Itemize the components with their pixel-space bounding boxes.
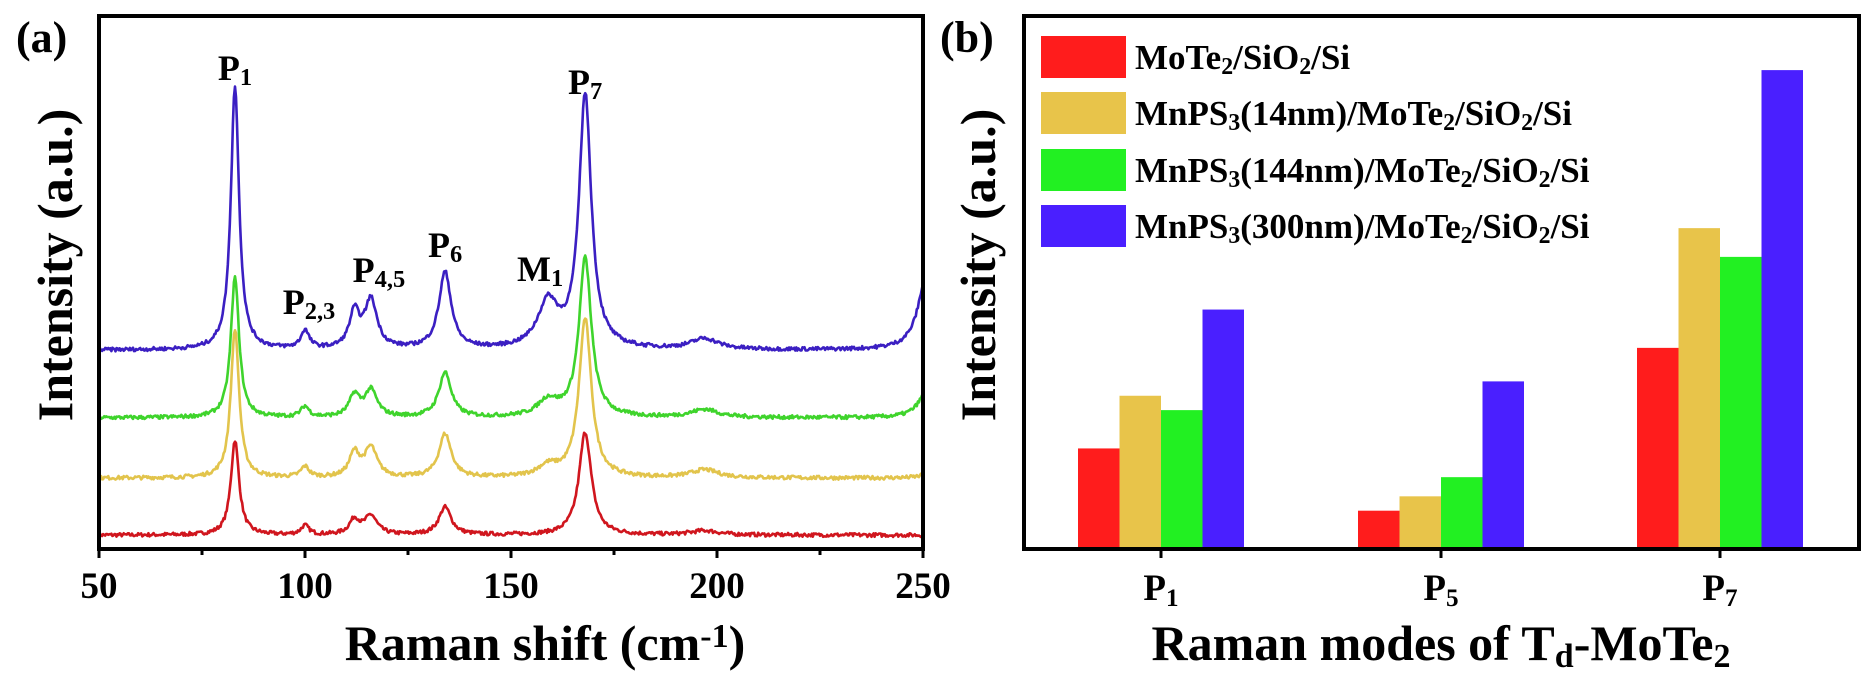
bar-3-3 <box>1720 256 1762 549</box>
panel-a: (a) 50 100 150 200 250 P1 P2,3 P4,5 P6 M1 P7 Rama… <box>16 13 951 671</box>
spectrum-line-1 <box>97 431 925 539</box>
bar-1-1 <box>1078 448 1120 549</box>
y-axis-label: Intensity (a.u.) <box>27 109 83 422</box>
legend-label: MoTe2/SiO2/Si <box>1135 38 1350 80</box>
panel-a-axes-frame <box>97 14 925 551</box>
bars-group <box>1078 70 1803 549</box>
peak-label: P1 <box>218 48 252 91</box>
bar-4-3 <box>1761 70 1803 549</box>
legend-swatch <box>1041 205 1126 247</box>
panel-b-label: (b) <box>940 13 994 62</box>
spectrum-line-4 <box>97 85 925 353</box>
peak-label: P6 <box>428 225 462 268</box>
legend-swatch <box>1041 149 1126 191</box>
category-label: P7 <box>1702 568 1737 612</box>
y-axis-label: Intensity (a.u.) <box>950 109 1006 422</box>
panel-a-label: (a) <box>16 13 67 62</box>
legend-swatch <box>1041 92 1126 134</box>
x-tick-label: 250 <box>895 566 951 607</box>
bar-2-1 <box>1119 395 1161 549</box>
bar-4-1 <box>1202 309 1244 549</box>
spectrum-line-2 <box>97 317 924 481</box>
bar-2-3 <box>1678 228 1720 549</box>
category-ticks: P1 P5 P7 <box>1143 549 1738 612</box>
bar-3-1 <box>1161 410 1203 549</box>
peak-label: P4,5 <box>353 250 406 293</box>
bar-1-2 <box>1358 510 1400 549</box>
spectrum-line-3 <box>98 254 924 421</box>
legend-label: MnPS3(144nm)/MoTe2/SiO2/Si <box>1135 151 1590 193</box>
panel-b: (b) P1 P5 P7 MoTe2/SiO2/Si MnPS3(14nm)/MoTe… <box>940 13 1861 675</box>
peak-labels: P1 P2,3 P4,5 P6 M1 P7 <box>218 48 602 325</box>
bar-1-3 <box>1637 347 1679 549</box>
x-axis-ticks: 50 100 150 200 250 <box>81 549 951 607</box>
bar-4-2 <box>1482 381 1524 549</box>
legend-label: MnPS3(14nm)/MoTe2/SiO2/Si <box>1135 94 1572 136</box>
peak-label: P2,3 <box>283 282 336 325</box>
bar-2-2 <box>1399 496 1441 549</box>
spectra-group <box>97 85 925 539</box>
legend-label: MnPS3(300nm)/MoTe2/SiO2/Si <box>1135 207 1590 249</box>
legend: MoTe2/SiO2/Si MnPS3(14nm)/MoTe2/SiO2/Si Mn… <box>1041 36 1590 249</box>
x-axis-label: Raman shift (cm-1) <box>345 615 746 671</box>
peak-label: P7 <box>568 62 602 105</box>
x-tick-label: 100 <box>277 566 333 607</box>
category-label: P1 <box>1143 568 1178 612</box>
category-label: P5 <box>1423 568 1458 612</box>
x-tick-label: 200 <box>689 566 745 607</box>
x-tick-label: 150 <box>483 566 539 607</box>
bar-3-2 <box>1441 477 1483 549</box>
legend-swatch <box>1041 36 1126 78</box>
x-axis-label: Raman modes of Td-MoTe2 <box>1152 615 1731 675</box>
x-tick-label: 50 <box>81 566 118 607</box>
peak-label: M1 <box>517 249 563 292</box>
